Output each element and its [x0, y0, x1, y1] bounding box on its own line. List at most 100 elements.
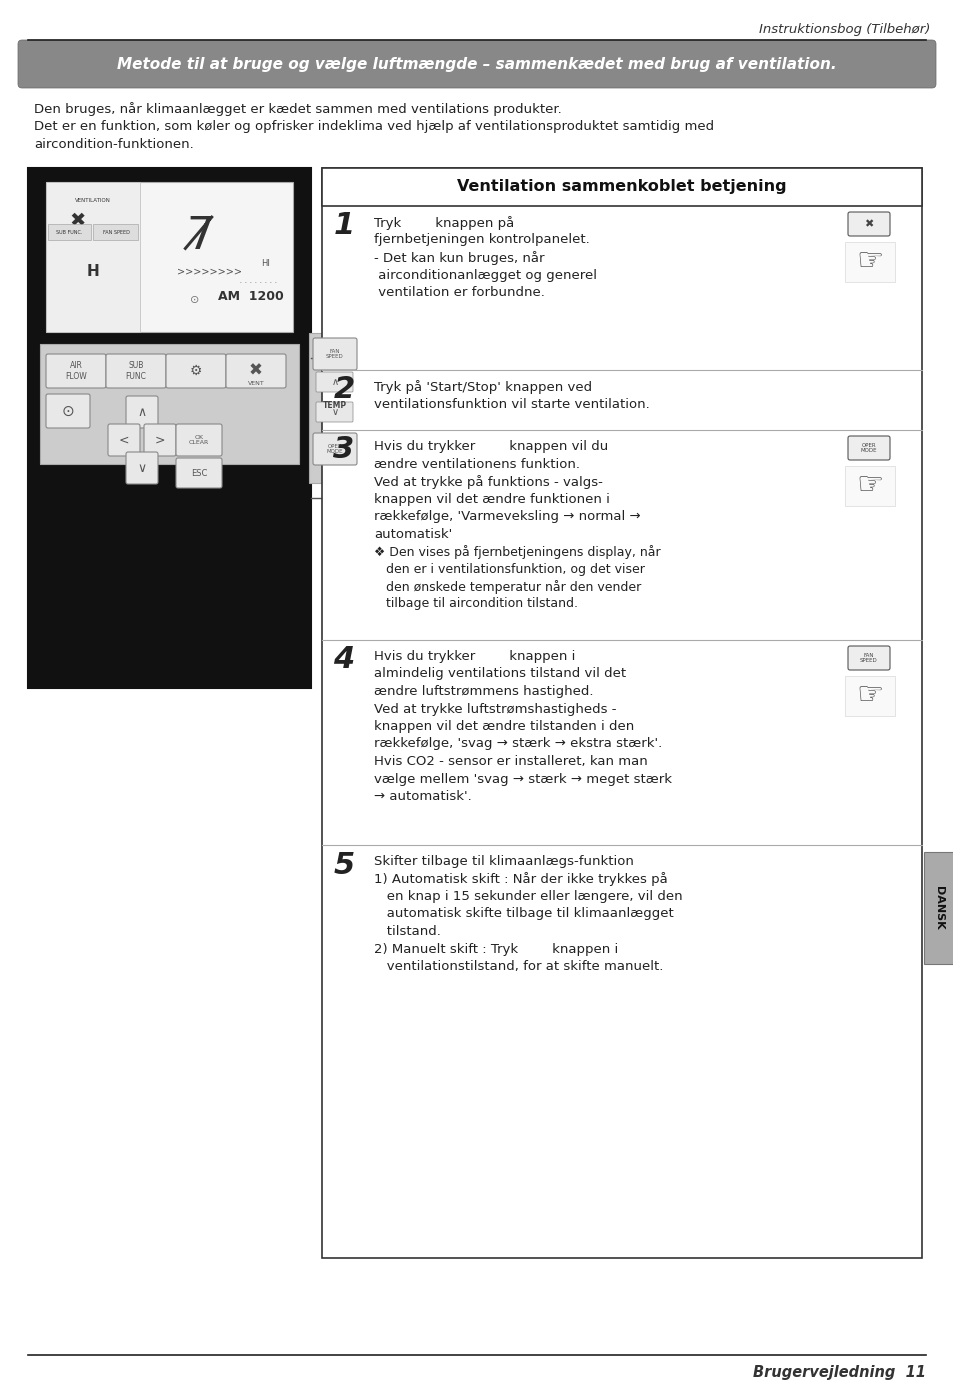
Bar — [92, 224, 138, 239]
Text: OPER
MODE: OPER MODE — [327, 444, 343, 455]
FancyBboxPatch shape — [315, 402, 353, 421]
FancyBboxPatch shape — [313, 337, 356, 370]
Text: ændre ventilationens funktion.: ændre ventilationens funktion. — [374, 458, 579, 470]
Text: automatisk skifte tilbage til klimaanlægget: automatisk skifte tilbage til klimaanlæg… — [374, 907, 673, 921]
Text: ✖: ✖ — [70, 210, 86, 230]
FancyBboxPatch shape — [313, 433, 356, 465]
Bar — [309, 333, 364, 483]
Text: Ved at trykke luftstrømshastigheds -: Ved at trykke luftstrømshastigheds - — [374, 703, 616, 715]
Text: 4: 4 — [333, 645, 355, 675]
Text: knappen vil det ændre tilstanden i den: knappen vil det ændre tilstanden i den — [374, 720, 634, 734]
Bar — [46, 182, 293, 332]
Text: FAN SPEED: FAN SPEED — [103, 230, 130, 234]
Text: almindelig ventilations tilstand vil det: almindelig ventilations tilstand vil det — [374, 668, 625, 680]
FancyBboxPatch shape — [175, 458, 222, 489]
Text: >>>>>>>>: >>>>>>>> — [177, 267, 242, 277]
Text: OK
CLEAR: OK CLEAR — [189, 434, 209, 445]
Text: H: H — [87, 265, 99, 280]
Text: Brugervejledning  11: Brugervejledning 11 — [752, 1365, 925, 1379]
Text: ⚙: ⚙ — [190, 364, 202, 378]
Text: ∨: ∨ — [331, 407, 338, 417]
Bar — [46, 182, 140, 332]
Text: Hvis du trykker        knappen i: Hvis du trykker knappen i — [374, 650, 575, 664]
FancyBboxPatch shape — [226, 354, 286, 388]
Text: tilstand.: tilstand. — [374, 925, 440, 938]
FancyBboxPatch shape — [847, 435, 889, 461]
Text: ∨: ∨ — [137, 462, 147, 475]
Text: airconditionanlægget og generel: airconditionanlægget og generel — [374, 269, 597, 281]
Text: Den bruges, når klimaanlægget er kædet sammen med ventilations produkter.: Den bruges, når klimaanlægget er kædet s… — [34, 102, 561, 116]
Text: den er i ventilationsfunktion, og det viser: den er i ventilationsfunktion, og det vi… — [374, 563, 644, 575]
Text: ⊙: ⊙ — [190, 295, 199, 305]
FancyBboxPatch shape — [126, 452, 158, 484]
Text: Skifter tilbage til klimaanlægs-funktion: Skifter tilbage til klimaanlægs-funktion — [374, 855, 633, 868]
Text: den ønskede temperatur når den vender: den ønskede temperatur når den vender — [374, 580, 640, 594]
Text: Hvis CO2 - sensor er installeret, kan man: Hvis CO2 - sensor er installeret, kan ma… — [374, 755, 647, 769]
Text: .: . — [238, 274, 242, 286]
Text: Hvis du trykker        knappen vil du: Hvis du trykker knappen vil du — [374, 440, 608, 454]
Text: FAN
SPEED: FAN SPEED — [860, 652, 877, 664]
Bar — [844, 466, 894, 505]
FancyBboxPatch shape — [144, 424, 175, 456]
Text: 1) Automatisk skift : Når der ikke trykkes på: 1) Automatisk skift : Når der ikke trykk… — [374, 872, 667, 886]
Text: Tryk        knappen på: Tryk knappen på — [374, 216, 514, 230]
Text: SUB FUNC.: SUB FUNC. — [56, 230, 83, 234]
Text: 1: 1 — [333, 211, 355, 241]
Text: ESC: ESC — [191, 469, 207, 477]
Text: ventilation er forbundne.: ventilation er forbundne. — [374, 286, 544, 300]
Text: ☞: ☞ — [856, 472, 882, 501]
Text: ❖ Den vises på fjernbetjeningens display, når: ❖ Den vises på fjernbetjeningens display… — [374, 545, 659, 559]
FancyBboxPatch shape — [315, 372, 353, 392]
FancyBboxPatch shape — [126, 396, 158, 428]
Bar — [923, 853, 953, 965]
Text: automatisk': automatisk' — [374, 528, 452, 540]
Text: .: . — [253, 274, 256, 286]
Bar — [48, 224, 91, 239]
Text: AIR
FLOW: AIR FLOW — [65, 361, 87, 381]
Bar — [28, 168, 311, 687]
Text: rækkefølge, 'Varmeveksling → normal →: rækkefølge, 'Varmeveksling → normal → — [374, 510, 640, 524]
FancyBboxPatch shape — [847, 211, 889, 237]
FancyBboxPatch shape — [46, 393, 90, 428]
FancyBboxPatch shape — [847, 645, 889, 671]
Text: ✖: ✖ — [863, 218, 873, 230]
Bar — [844, 242, 894, 281]
Text: .: . — [248, 274, 252, 286]
Text: 2) Manuelt skift : Tryk        knappen i: 2) Manuelt skift : Tryk knappen i — [374, 942, 618, 955]
Text: FAN
SPEED: FAN SPEED — [326, 349, 343, 360]
FancyBboxPatch shape — [108, 424, 140, 456]
Text: Tryk på 'Start/Stop' knappen ved: Tryk på 'Start/Stop' knappen ved — [374, 379, 592, 393]
Text: ✖: ✖ — [249, 363, 263, 379]
Text: ∧: ∧ — [137, 406, 147, 419]
Text: ☞: ☞ — [856, 682, 882, 711]
Text: Det er en funktion, som køler og opfrisker indeklima ved hjælp af ventilationspr: Det er en funktion, som køler og opfrisk… — [34, 120, 714, 133]
FancyBboxPatch shape — [106, 354, 166, 388]
Text: knappen vil det ændre funktionen i: knappen vil det ændre funktionen i — [374, 493, 609, 505]
Text: .: . — [258, 274, 262, 286]
Text: .: . — [273, 274, 276, 286]
Text: ændre luftstrømmens hastighed.: ændre luftstrømmens hastighed. — [374, 685, 593, 699]
FancyBboxPatch shape — [18, 41, 935, 88]
Text: 5: 5 — [333, 850, 355, 879]
FancyBboxPatch shape — [175, 424, 222, 456]
Text: SUB
FUNC: SUB FUNC — [126, 361, 146, 381]
Text: 7̸̸: 7̸̸ — [188, 216, 216, 259]
Text: AM  1200: AM 1200 — [217, 291, 283, 304]
Text: Instruktionsbog (Tilbehør): Instruktionsbog (Tilbehør) — [758, 24, 929, 36]
Text: Metode til at bruge og vælge luftmængde – sammenkædet med brug af ventilation.: Metode til at bruge og vælge luftmængde … — [117, 56, 836, 71]
Text: ☞: ☞ — [856, 248, 882, 277]
FancyBboxPatch shape — [166, 354, 226, 388]
Text: - Det kan kun bruges, når: - Det kan kun bruges, når — [374, 251, 544, 265]
Text: → automatisk'.: → automatisk'. — [374, 790, 471, 804]
Text: 2: 2 — [333, 375, 355, 405]
Text: fjernbetjeningen kontrolpanelet.: fjernbetjeningen kontrolpanelet. — [374, 234, 589, 246]
FancyBboxPatch shape — [46, 354, 106, 388]
Text: ∧: ∧ — [331, 377, 338, 386]
Text: aircondition-funktionen.: aircondition-funktionen. — [34, 139, 193, 151]
Text: <: < — [118, 434, 129, 447]
Bar — [844, 676, 894, 715]
Text: vælge mellem 'svag → stærk → meget stærk: vælge mellem 'svag → stærk → meget stærk — [374, 773, 671, 785]
Text: .: . — [268, 274, 272, 286]
Text: >: > — [154, 434, 165, 447]
Text: ⊙: ⊙ — [62, 403, 74, 419]
